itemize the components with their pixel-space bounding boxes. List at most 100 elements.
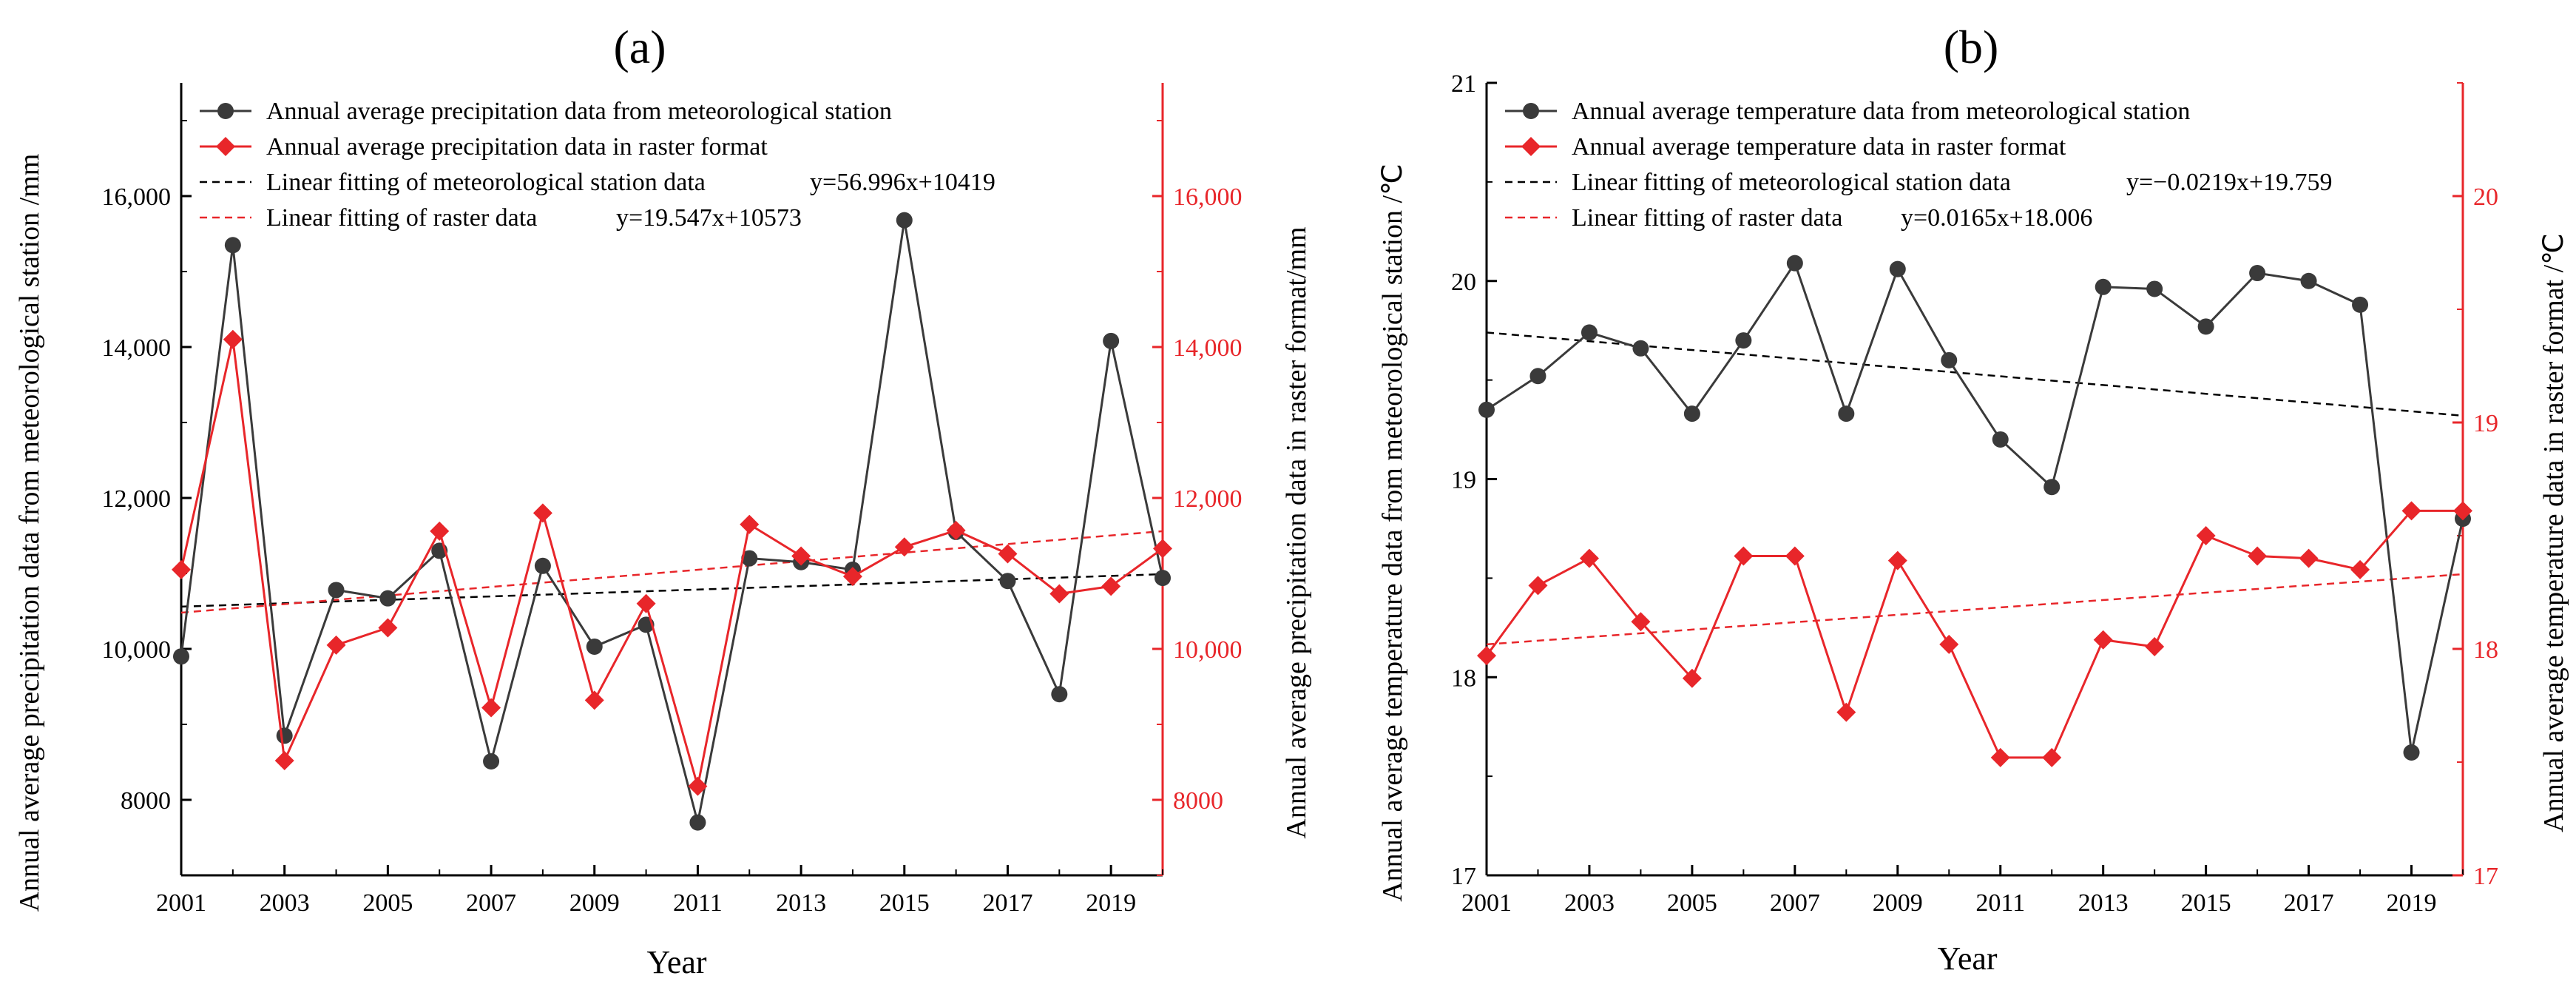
data-point-raster xyxy=(2350,559,2370,579)
x-tick-label: 2009 xyxy=(1873,889,1923,917)
panel-title-a: (a) xyxy=(613,21,666,73)
data-point-station xyxy=(1632,340,1649,357)
x-tick-label: 2017 xyxy=(2284,889,2334,917)
legend-label: Annual average precipitation data from m… xyxy=(266,98,892,125)
data-point-raster xyxy=(1528,576,1548,596)
data-point-raster xyxy=(1785,546,1805,566)
legend-marker-diamond xyxy=(216,137,235,156)
legend-label: Annual average temperature data in raste… xyxy=(1572,133,2066,161)
x-tick-label: 2015 xyxy=(879,889,930,917)
x-axis-title-a: Year xyxy=(646,944,706,980)
data-point-station xyxy=(2403,744,2420,761)
data-point-station xyxy=(2146,280,2163,297)
y-tick-label-right: 18 xyxy=(2473,636,2498,664)
data-point-raster xyxy=(894,537,914,557)
data-point-raster xyxy=(2196,526,2216,545)
data-point-station xyxy=(1992,431,2009,448)
series-line-raster xyxy=(180,339,1163,787)
data-point-station xyxy=(2095,278,2112,295)
legend: Annual average precipitation data from m… xyxy=(200,98,995,232)
data-point-raster xyxy=(1101,576,1121,596)
data-point-station xyxy=(173,648,189,665)
data-point-raster xyxy=(636,593,656,613)
data-point-raster xyxy=(2042,747,2062,767)
y-tick-label-right: 10,000 xyxy=(1173,636,1243,664)
legend-label: Linear fitting of meteorological station… xyxy=(266,169,706,196)
data-point-raster xyxy=(2145,636,2165,656)
plot-area-a: 2001 2003 2005 2007 2009 2011 2013 2015 2017 2019… xyxy=(102,83,1243,917)
x-tick-label: 2003 xyxy=(1564,889,1615,917)
data-point-raster xyxy=(533,503,552,523)
data-point-raster xyxy=(791,546,811,566)
data-point-station xyxy=(276,727,293,744)
data-point-raster xyxy=(1836,702,1856,722)
legend-label: Annual average temperature data from met… xyxy=(1572,98,2190,125)
data-point-station xyxy=(224,237,241,254)
data-point-raster xyxy=(2248,546,2268,566)
plot-area-b: 2001 2003 2005 2007 2009 2011 2013 2015 2017 2019… xyxy=(1451,70,2498,917)
data-point-raster xyxy=(2299,548,2319,568)
data-point-station xyxy=(1786,255,1803,272)
x-tick-label: 2003 xyxy=(260,889,310,917)
series-line-station xyxy=(180,220,1164,823)
panel-title-b: (b) xyxy=(1944,21,1999,73)
x-tick-label: 2001 xyxy=(1461,889,1512,917)
data-point-station xyxy=(999,573,1016,590)
data-point-station xyxy=(1581,324,1598,341)
y-tick-label-right: 17 xyxy=(2473,863,2498,890)
data-point-raster xyxy=(1682,668,1702,688)
data-point-station xyxy=(483,752,500,770)
data-point-raster xyxy=(688,776,708,796)
y-tick-label-right: 14,000 xyxy=(1173,334,1243,362)
legend-equation: y=56.996x+10419 xyxy=(810,169,995,196)
x-tick-label: 2005 xyxy=(362,889,413,917)
data-point-station xyxy=(1478,401,1495,418)
series-line-raster xyxy=(1485,509,2463,759)
data-point-station xyxy=(896,212,913,229)
y-axis-title-left-b: Annual average temperature data from met… xyxy=(1377,164,1408,902)
data-point-station xyxy=(1683,405,1700,422)
data-point-station xyxy=(2197,318,2214,335)
data-point-raster xyxy=(378,618,398,638)
data-point-raster xyxy=(946,520,966,540)
x-tick-label: 2013 xyxy=(2078,889,2129,917)
data-point-station xyxy=(534,557,551,574)
legend-marker-circle xyxy=(1523,103,1539,119)
x-tick-label: 2011 xyxy=(673,889,723,917)
data-point-station xyxy=(1051,686,1068,703)
data-point-raster xyxy=(842,567,862,587)
data-point-station xyxy=(1941,351,1958,368)
data-point-raster xyxy=(430,521,450,541)
data-point-raster xyxy=(1579,548,1599,568)
y-tick-label-right: 8000 xyxy=(1173,787,1223,815)
series-line-station xyxy=(1486,260,2464,753)
data-point-raster xyxy=(223,329,243,349)
y-tick-label-left: 14,000 xyxy=(102,334,172,362)
data-point-raster xyxy=(172,559,191,579)
y-axis-title-left-a: Annual average precipitation data from m… xyxy=(14,154,45,912)
x-axis-title-b: Year xyxy=(1937,940,1997,977)
y-tick-label-left: 16,000 xyxy=(102,183,172,211)
data-point-raster xyxy=(1477,646,1496,666)
data-point-raster xyxy=(998,544,1018,564)
data-point-raster xyxy=(2093,630,2113,650)
legend-marker-circle xyxy=(217,103,234,119)
data-point-station xyxy=(689,814,706,831)
data-point-station xyxy=(1529,368,1546,385)
legend-equation: y=19.547x+10573 xyxy=(616,204,802,232)
x-tick-label: 2011 xyxy=(1975,889,2025,917)
fit-line-raster xyxy=(1486,573,2464,646)
y-tick-label-left: 18 xyxy=(1451,664,1476,692)
y-tick-label-right: 12,000 xyxy=(1173,485,1243,513)
y-tick-label-left: 19 xyxy=(1451,467,1476,494)
y-tick-label-left: 10,000 xyxy=(102,636,172,664)
x-tick-label: 2019 xyxy=(1086,889,1136,917)
y-tick-label-left: 17 xyxy=(1451,863,1476,890)
y-tick-label-left: 12,000 xyxy=(102,485,172,513)
data-point-raster xyxy=(1734,546,1754,566)
x-tick-label: 2019 xyxy=(2387,889,2437,917)
data-point-station xyxy=(2249,265,2266,282)
y-tick-label-right: 16,000 xyxy=(1173,183,1243,211)
data-point-raster xyxy=(740,514,760,534)
